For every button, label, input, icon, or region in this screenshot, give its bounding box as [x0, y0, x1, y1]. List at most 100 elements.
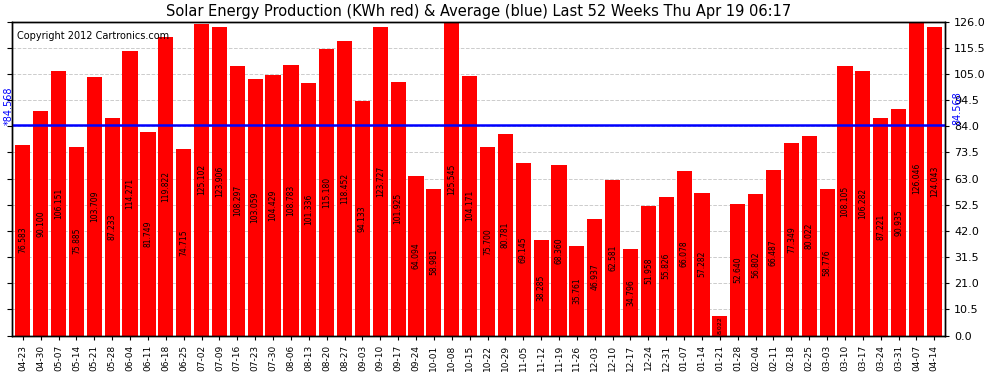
Bar [123, 51, 138, 336]
Text: 66.487: 66.487 [769, 240, 778, 266]
Bar [802, 136, 817, 336]
Text: 8.022: 8.022 [718, 317, 723, 334]
Bar [731, 204, 745, 336]
Bar [194, 24, 209, 336]
Text: 101.336: 101.336 [304, 194, 313, 225]
Text: 38.285: 38.285 [537, 275, 545, 301]
Text: 81.749: 81.749 [144, 220, 152, 247]
Bar [301, 83, 317, 336]
Bar [69, 147, 84, 336]
Text: 66.078: 66.078 [679, 240, 689, 267]
Text: *84.568: *84.568 [4, 86, 14, 125]
Bar [534, 240, 548, 336]
Bar [838, 66, 852, 336]
Bar [265, 75, 280, 336]
Text: 118.452: 118.452 [340, 172, 349, 204]
Bar [641, 206, 656, 336]
Bar [158, 37, 173, 336]
Text: 57.282: 57.282 [698, 251, 707, 278]
Text: 84.568: 84.568 [952, 91, 962, 125]
Bar [909, 22, 924, 336]
Text: 77.349: 77.349 [787, 226, 796, 253]
Text: 56.802: 56.802 [751, 252, 760, 278]
Text: 104.429: 104.429 [268, 190, 277, 221]
Text: 58.776: 58.776 [823, 249, 832, 276]
Bar [855, 71, 870, 336]
Text: 108.105: 108.105 [841, 185, 849, 216]
Bar [319, 49, 335, 336]
Bar [372, 27, 388, 336]
Text: 106.282: 106.282 [858, 188, 867, 219]
Text: 87.233: 87.233 [108, 214, 117, 240]
Bar [587, 219, 602, 336]
Bar [409, 176, 424, 336]
Bar [766, 170, 781, 336]
Bar [498, 134, 513, 336]
Bar [337, 40, 352, 336]
Text: 108.783: 108.783 [286, 184, 295, 216]
Text: 80.022: 80.022 [805, 223, 814, 249]
Bar [480, 147, 495, 336]
Text: 123.727: 123.727 [376, 166, 385, 197]
Text: 126.046: 126.046 [912, 163, 921, 194]
Bar [354, 101, 370, 336]
Bar [569, 246, 584, 336]
Text: 123.906: 123.906 [215, 165, 224, 197]
Text: 64.094: 64.094 [412, 242, 421, 269]
Bar [445, 23, 459, 336]
Title: Solar Energy Production (KWh red) & Average (blue) Last 52 Weeks Thu Apr 19 06:1: Solar Energy Production (KWh red) & Aver… [166, 4, 791, 19]
Text: 106.151: 106.151 [54, 188, 63, 219]
Bar [891, 109, 906, 336]
Bar [712, 316, 728, 336]
Text: 46.937: 46.937 [590, 264, 599, 291]
Bar [462, 76, 477, 336]
Text: 51.958: 51.958 [644, 258, 652, 284]
Bar [658, 196, 674, 336]
Text: 101.925: 101.925 [394, 193, 403, 224]
Text: 69.145: 69.145 [519, 236, 528, 263]
Bar [784, 143, 799, 336]
Bar [33, 111, 49, 336]
Bar [694, 193, 710, 336]
Bar [820, 189, 835, 336]
Text: 90.100: 90.100 [37, 210, 46, 237]
Bar [141, 132, 155, 336]
Text: 58.981: 58.981 [430, 249, 439, 275]
Bar [927, 27, 941, 336]
Bar [516, 164, 531, 336]
Text: 35.761: 35.761 [572, 278, 581, 304]
Bar [748, 194, 763, 336]
Bar [623, 249, 639, 336]
Text: 75.700: 75.700 [483, 228, 492, 255]
Text: 87.221: 87.221 [876, 214, 885, 240]
Text: Copyright 2012 Cartronics.com: Copyright 2012 Cartronics.com [17, 31, 169, 41]
Text: 75.885: 75.885 [72, 228, 81, 254]
Bar [551, 165, 566, 336]
Bar [391, 82, 406, 336]
Bar [427, 189, 442, 336]
Bar [676, 171, 692, 336]
Text: 90.935: 90.935 [894, 209, 903, 236]
Text: 125.545: 125.545 [447, 164, 456, 195]
Text: 108.297: 108.297 [233, 185, 242, 216]
Text: 114.271: 114.271 [126, 178, 135, 209]
Bar [87, 77, 102, 336]
Bar [15, 145, 31, 336]
Text: 103.059: 103.059 [250, 192, 259, 223]
Bar [105, 118, 120, 336]
Text: 34.796: 34.796 [626, 279, 635, 306]
Bar [176, 150, 191, 336]
Text: 62.581: 62.581 [608, 244, 617, 271]
Bar [50, 71, 66, 336]
Text: 94.133: 94.133 [358, 205, 367, 232]
Text: 80.781: 80.781 [501, 222, 510, 248]
Bar [230, 66, 245, 336]
Text: 125.102: 125.102 [197, 164, 206, 195]
Bar [248, 79, 262, 336]
Bar [283, 64, 299, 336]
Text: 103.709: 103.709 [90, 190, 99, 222]
Text: 55.826: 55.826 [661, 253, 671, 279]
Text: 74.715: 74.715 [179, 229, 188, 256]
Bar [873, 118, 888, 336]
Bar [605, 180, 620, 336]
